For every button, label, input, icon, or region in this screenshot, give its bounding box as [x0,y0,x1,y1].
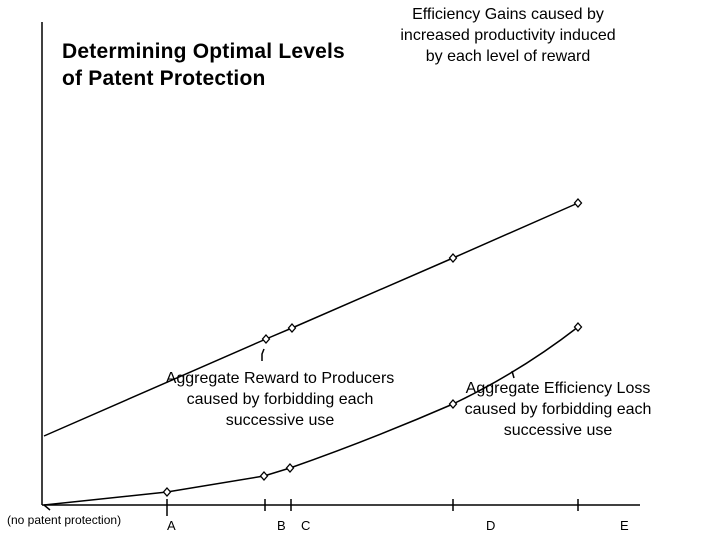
diagram-title: Determining Optimal Levels of Patent Pro… [62,38,345,92]
reward-line-3: successive use [225,412,335,429]
tick-label-e: E [620,518,629,533]
aggregate-reward-label: Aggregate Reward to Producers caused by … [140,368,420,431]
loss-line-3: successive use [503,422,613,439]
gains-line-3: by each level of reward [425,48,591,65]
tick-label-c: C [301,518,311,533]
efficiency-gains-label: Efficiency Gains caused by increased pro… [378,4,638,67]
gains-point-c [287,323,297,333]
gains-point-b [261,334,271,344]
aggregate-loss-curve [43,326,579,506]
loss-point-a [162,487,172,497]
loss-line-2: caused by forbidding each [464,401,652,418]
loss-point-c [285,463,295,473]
reward-line-2: caused by forbidding each [186,391,374,408]
reward-callout-connector [261,348,265,361]
title-line-2: of Patent Protection [62,67,266,90]
origin-label: (no patent protection) [7,513,122,527]
gains-line-2: increased productivity induced [400,27,616,44]
gains-point-d [448,253,458,263]
loss-point-b [259,471,269,481]
tick-label-d: D [486,518,496,533]
aggregate-loss-label: Aggregate Efficiency Loss caused by forb… [438,378,678,441]
loss-callout-connector [511,370,515,379]
tick-label-a: A [167,518,176,533]
gains-line-1: Efficiency Gains caused by [412,6,604,23]
gains-point-e [573,198,583,208]
loss-point-e [573,322,583,332]
title-line-1: Determining Optimal Levels [62,40,345,63]
loss-point-d [448,399,458,409]
origin-mark [43,504,51,511]
loss-line-1: Aggregate Efficiency Loss [465,380,651,397]
efficiency-gains-line [43,202,579,437]
reward-line-1: Aggregate Reward to Producers [165,370,395,387]
tick-label-b: B [277,518,286,533]
